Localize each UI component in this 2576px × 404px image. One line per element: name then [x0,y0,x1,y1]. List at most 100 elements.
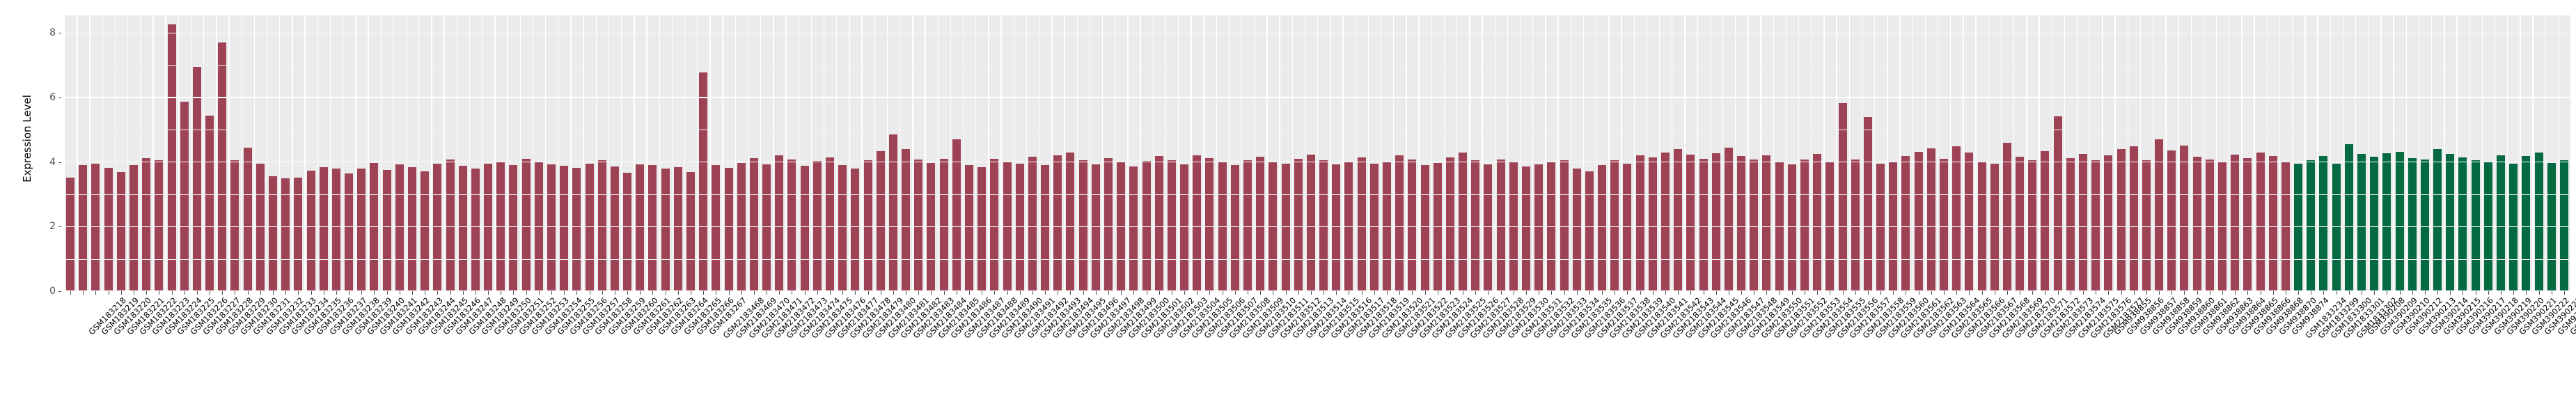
bar[interactable] [1661,152,1670,291]
bar[interactable] [1154,156,1163,291]
bar[interactable] [2066,158,2075,291]
bar[interactable] [547,164,556,291]
bar[interactable] [977,166,987,291]
bar[interactable] [1724,147,1733,291]
bar[interactable] [269,176,277,291]
bar[interactable] [2509,163,2518,291]
bar[interactable] [597,160,606,291]
bar[interactable] [1787,164,1796,291]
bar[interactable] [1129,166,1138,291]
bar[interactable] [345,173,354,291]
bar[interactable] [1243,160,1252,291]
bar[interactable] [863,160,872,291]
bar[interactable] [800,166,809,291]
bar[interactable] [1926,148,1935,291]
bar[interactable] [446,160,455,291]
bar[interactable] [1990,163,1999,291]
bar[interactable] [1053,155,1062,291]
bar[interactable] [1901,156,1910,291]
bar[interactable] [357,169,366,291]
bar[interactable] [1028,157,1037,291]
bar[interactable] [155,160,164,291]
bar[interactable] [1078,160,1087,291]
bar[interactable] [2116,149,2126,291]
bar[interactable] [180,101,189,291]
bar[interactable] [1408,160,1417,291]
bar[interactable] [91,164,100,291]
bar[interactable] [433,163,442,291]
bar[interactable] [319,166,328,291]
bar[interactable] [408,166,416,291]
bar[interactable] [1484,164,1493,291]
bar[interactable] [914,160,923,291]
bar[interactable] [876,150,885,291]
bar[interactable] [2091,160,2100,291]
bar[interactable] [560,166,569,291]
bar[interactable] [2471,160,2480,291]
bar[interactable] [712,165,721,291]
bar[interactable] [2344,144,2353,291]
bar[interactable] [1737,156,1746,291]
bar[interactable] [1180,164,1189,291]
bar[interactable] [1800,160,1809,291]
bar[interactable] [2155,139,2164,291]
bar[interactable] [1357,157,1366,291]
bar[interactable] [1420,165,1429,291]
bar[interactable] [1851,160,1860,291]
bar[interactable] [218,42,227,291]
bar[interactable] [2446,153,2455,291]
bar[interactable] [1534,164,1544,291]
bar[interactable] [1306,154,1315,291]
bar[interactable] [382,170,391,291]
bar[interactable] [1686,154,1695,291]
bar[interactable] [1572,169,1581,291]
bar[interactable] [1496,160,1505,291]
bar[interactable] [1585,171,1594,291]
bar[interactable] [243,147,252,291]
bar[interactable] [192,67,201,291]
bar[interactable] [230,160,239,291]
bar[interactable] [2458,157,2467,291]
bar[interactable] [2370,157,2379,291]
bar[interactable] [737,163,746,291]
bar[interactable] [2559,160,2568,291]
bar[interactable] [1459,152,1468,291]
bar[interactable] [471,169,480,291]
bar[interactable] [661,169,670,291]
bar[interactable] [116,171,125,291]
bar[interactable] [952,139,961,291]
bar[interactable] [509,165,518,291]
bar[interactable] [2497,155,2505,291]
bar[interactable] [1205,158,1214,291]
bar[interactable] [2041,151,2050,291]
bar[interactable] [79,165,88,291]
bar[interactable] [306,170,315,291]
bar[interactable] [610,166,619,291]
bar[interactable] [1560,160,1569,291]
bar[interactable] [2104,155,2113,291]
bar[interactable] [1332,164,1341,291]
bar[interactable] [724,167,733,291]
bar[interactable] [1041,165,1050,291]
bar[interactable] [787,160,796,291]
bar[interactable] [838,165,847,291]
bar[interactable] [2420,160,2429,291]
bar[interactable] [648,165,657,291]
bar[interactable] [1610,160,1619,291]
bar[interactable] [2142,160,2151,291]
bar[interactable] [1395,155,1404,291]
bar[interactable] [636,164,645,291]
bar[interactable] [939,159,948,291]
bar[interactable] [521,159,531,291]
bar[interactable] [812,160,822,291]
bar[interactable] [1445,157,1454,291]
bar[interactable] [2205,160,2214,291]
bar[interactable] [1319,160,1328,291]
bar[interactable] [1635,155,1644,291]
bar[interactable] [104,167,113,291]
bar[interactable] [826,157,834,291]
bar[interactable] [1066,152,1075,291]
bar[interactable] [851,169,860,291]
bar[interactable] [2167,150,2176,291]
bar[interactable] [1104,158,1113,291]
